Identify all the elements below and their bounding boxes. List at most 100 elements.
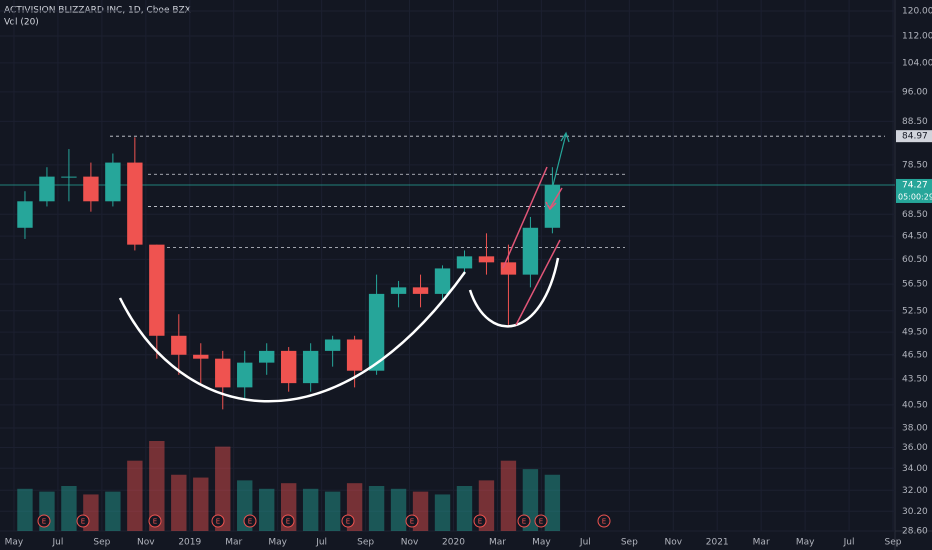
x-tick-label: Sep	[93, 538, 110, 548]
y-tick-label: 32.00	[902, 486, 928, 496]
earnings-label: E	[248, 518, 252, 526]
earnings-label: E	[478, 518, 482, 526]
x-tick-label: Mar	[489, 538, 506, 548]
candle-body	[478, 256, 495, 263]
candle-body	[368, 293, 385, 371]
volume-bar	[61, 486, 77, 531]
candle-body	[171, 335, 187, 355]
channel-line	[502, 166, 548, 269]
candle-body	[61, 176, 77, 178]
y-tick-label: 78.50	[902, 160, 928, 170]
y-tick-label: 38.00	[902, 423, 928, 433]
x-tick-label: May	[268, 538, 287, 548]
candle-body	[215, 358, 231, 388]
channel-line	[515, 239, 561, 326]
last-price-label: 74.27	[902, 180, 928, 190]
y-tick-label: 60.50	[902, 255, 928, 265]
volume-bar	[390, 488, 407, 531]
earnings-label: E	[602, 518, 606, 526]
volume-bar	[127, 460, 143, 531]
y-tick-label: 68.50	[902, 210, 928, 220]
y-tick-label: 40.50	[902, 400, 928, 410]
candle-body	[127, 162, 143, 245]
earnings-icon	[281, 514, 295, 528]
candle-body	[193, 354, 209, 359]
earnings-label: E	[286, 518, 290, 526]
down-arrow	[549, 187, 563, 209]
x-tick-label: Sep	[621, 538, 638, 548]
earnings-label: E	[42, 518, 46, 526]
candle-body	[412, 287, 429, 294]
earnings-icon	[473, 514, 487, 528]
candle-body	[39, 176, 55, 202]
y-tick-label: 64.50	[902, 232, 928, 242]
volume-bar	[17, 488, 33, 531]
volume-bar	[193, 477, 209, 531]
volume-bar	[368, 486, 385, 531]
candle-body	[434, 268, 451, 294]
x-tick-label: 2021	[706, 538, 729, 548]
candle-body	[346, 339, 363, 371]
up-arrow-head	[560, 131, 570, 143]
y-tick-label: 120.00	[902, 7, 932, 17]
earnings-icon	[405, 514, 419, 528]
candle-body	[83, 176, 99, 202]
y-tick-label: 43.50	[902, 374, 928, 384]
earnings-icon	[534, 514, 548, 528]
countdown-label: 05:00:29	[898, 192, 932, 201]
last-price-box	[896, 178, 932, 203]
x-tick-label: Mar	[225, 538, 242, 548]
y-tick-label: 88.50	[902, 117, 928, 127]
y-tick-label: 96.00	[902, 87, 928, 97]
x-tick-label: Sep	[885, 538, 902, 548]
x-tick-label: Jul	[579, 538, 591, 548]
earnings-icon	[211, 514, 225, 528]
candle-body	[390, 287, 407, 294]
x-tick-label: 2019	[178, 538, 201, 548]
price-label: 84.97	[902, 132, 928, 142]
drawings	[118, 131, 570, 403]
x-tick-label: 2020	[442, 538, 465, 548]
x-tick-label: Jul	[843, 538, 855, 548]
volume-bar	[171, 474, 187, 531]
earnings-label: E	[153, 518, 157, 526]
y-tick-label: 104.00	[902, 58, 932, 68]
down-arrow-head	[545, 201, 557, 211]
earnings-icon	[517, 514, 531, 528]
x-tick-label: Sep	[357, 538, 374, 548]
candle-body	[105, 162, 121, 202]
candle-body	[500, 262, 517, 275]
volume-bar	[434, 494, 451, 531]
x-tick-label: May	[532, 538, 551, 548]
earnings-icon	[37, 514, 51, 528]
x-tick-label: Nov	[137, 538, 155, 548]
earnings-label: E	[522, 518, 526, 526]
volume-bar	[149, 441, 165, 531]
price-label-box	[896, 130, 932, 143]
candle-body	[522, 227, 539, 275]
handle-curve	[468, 257, 560, 328]
earnings-label: E	[346, 518, 350, 526]
indicator-label: Vol (20)	[4, 18, 39, 28]
volume-bar	[456, 486, 473, 531]
volume-bar	[105, 491, 121, 531]
x-tick-label: Nov	[401, 538, 419, 548]
earnings-icon	[341, 514, 355, 528]
candle-body	[302, 350, 319, 384]
earnings-icon	[148, 514, 162, 528]
candle-body	[149, 244, 165, 336]
volume-bar	[500, 460, 517, 531]
x-tick-label: May	[796, 538, 815, 548]
volume-bar	[324, 491, 341, 531]
y-tick-label: 112.00	[902, 32, 932, 42]
earnings-label: E	[216, 518, 220, 526]
y-tick-label: 28.60	[902, 527, 928, 537]
y-tick-label: 30.20	[902, 507, 928, 517]
candle-body	[259, 350, 275, 363]
x-tick-label: Mar	[753, 538, 770, 548]
earnings-label: E	[410, 518, 414, 526]
candle-body	[324, 339, 341, 351]
y-tick-label: 46.50	[902, 350, 928, 360]
candle-body	[17, 201, 33, 228]
